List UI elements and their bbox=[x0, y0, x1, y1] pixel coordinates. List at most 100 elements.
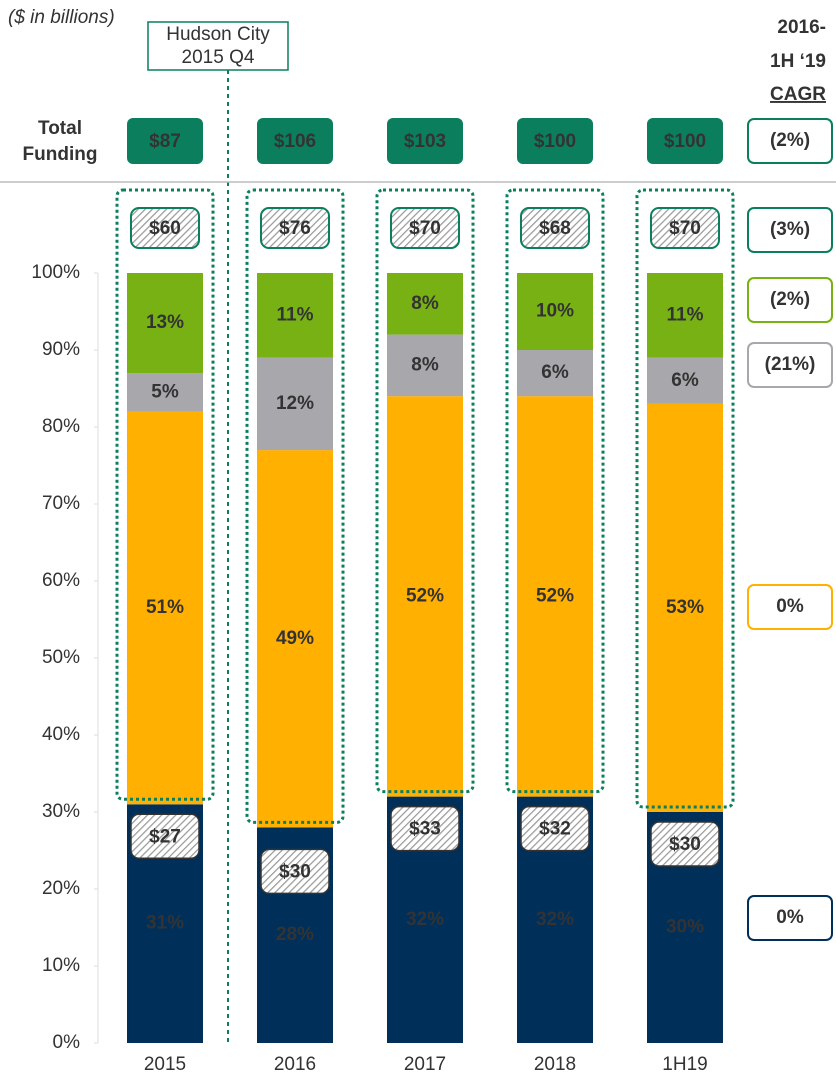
value-label: 6% bbox=[671, 370, 699, 391]
cagr-label: (2%) bbox=[770, 130, 810, 151]
value-label: 8% bbox=[411, 293, 439, 314]
value-label: 5% bbox=[151, 381, 179, 402]
row-label: Total bbox=[38, 118, 82, 139]
bar-segment bbox=[127, 373, 203, 412]
bar-segment bbox=[127, 273, 203, 374]
cagr-title: 2016- bbox=[777, 17, 826, 38]
y-tick-label: 70% bbox=[42, 493, 80, 514]
cagr-box bbox=[747, 207, 833, 253]
amount-box bbox=[390, 805, 460, 852]
bar-segment bbox=[647, 357, 723, 404]
annotation-box bbox=[147, 21, 289, 71]
bar-segment bbox=[257, 357, 333, 451]
cagr-title: 1H ‘19 bbox=[770, 51, 826, 72]
y-tick-label: 10% bbox=[42, 955, 80, 976]
amount-box bbox=[260, 848, 330, 895]
funding-box bbox=[647, 118, 723, 164]
cagr-label: (3%) bbox=[770, 219, 810, 240]
funding-box bbox=[517, 118, 593, 164]
cagr-label: 0% bbox=[776, 596, 804, 617]
cagr-title: CAGR bbox=[770, 84, 826, 105]
bar-segment bbox=[647, 273, 723, 358]
funding-box bbox=[387, 118, 463, 164]
amount-label: $70 bbox=[409, 218, 441, 239]
annotation: Hudson City bbox=[166, 24, 270, 45]
amount-label: $30 bbox=[669, 834, 701, 855]
bar-segment bbox=[127, 411, 203, 805]
group-outline bbox=[245, 188, 345, 824]
amount-label: $68 bbox=[539, 218, 571, 239]
bar-segment bbox=[517, 396, 593, 797]
value-label: 28% bbox=[276, 924, 314, 945]
bar-segment bbox=[517, 273, 593, 350]
group-outline bbox=[375, 188, 475, 794]
annotation: 2015 Q4 bbox=[182, 47, 255, 68]
value-label: 8% bbox=[411, 354, 439, 375]
value-label: 51% bbox=[146, 597, 184, 618]
funding-box bbox=[127, 118, 203, 164]
amount-label: $30 bbox=[279, 861, 311, 882]
x-tick-label: 2016 bbox=[274, 1054, 316, 1075]
y-tick-label: 90% bbox=[42, 339, 80, 360]
y-tick-label: 50% bbox=[42, 647, 80, 668]
bar-segment bbox=[517, 350, 593, 397]
value-label: 30% bbox=[666, 917, 704, 938]
amount-label: $33 bbox=[409, 819, 441, 840]
amount-box bbox=[520, 805, 590, 852]
cagr-box bbox=[747, 118, 833, 164]
value-label: 11% bbox=[277, 304, 314, 325]
bar-segment bbox=[647, 403, 723, 812]
x-tick-label: 2015 bbox=[144, 1054, 186, 1075]
cagr-box bbox=[747, 584, 833, 630]
cagr-box bbox=[747, 895, 833, 941]
funding-box bbox=[257, 118, 333, 164]
amount-label: $70 bbox=[669, 218, 701, 239]
amount-box bbox=[520, 207, 590, 249]
x-tick-label: 1H19 bbox=[662, 1054, 707, 1075]
value-label: 12% bbox=[276, 393, 314, 414]
group-outline bbox=[635, 188, 735, 809]
y-tick-label: 40% bbox=[42, 724, 80, 745]
funding-label: $103 bbox=[404, 131, 446, 152]
value-label: 32% bbox=[406, 909, 444, 930]
cagr-box bbox=[747, 342, 833, 388]
value-label: 6% bbox=[541, 362, 569, 383]
value-label: 32% bbox=[536, 909, 574, 930]
value-label: 52% bbox=[536, 585, 574, 606]
group-outline bbox=[505, 188, 605, 794]
amount-label: $76 bbox=[279, 218, 311, 239]
value-label: 10% bbox=[536, 301, 574, 322]
bar-segment bbox=[387, 334, 463, 397]
amount-label: $27 bbox=[149, 826, 181, 847]
value-label: 11% bbox=[667, 304, 704, 325]
cagr-label: (21%) bbox=[765, 354, 816, 375]
y-tick-label: 60% bbox=[42, 570, 80, 591]
amount-box bbox=[390, 207, 460, 249]
x-tick-label: 2017 bbox=[404, 1054, 446, 1075]
value-label: 13% bbox=[146, 312, 184, 333]
amount-box bbox=[130, 207, 200, 249]
bar-segment bbox=[387, 273, 463, 335]
cagr-label: (2%) bbox=[770, 289, 810, 310]
funding-label: $106 bbox=[274, 131, 316, 152]
funding-label: $87 bbox=[149, 131, 181, 152]
row-label: Funding bbox=[23, 144, 98, 165]
funding-label: $100 bbox=[664, 131, 706, 152]
y-tick-label: 0% bbox=[53, 1032, 81, 1053]
bar-segment bbox=[387, 396, 463, 797]
amount-label: $60 bbox=[149, 218, 181, 239]
subtitle: ($ in billions) bbox=[8, 7, 115, 28]
value-label: 52% bbox=[406, 585, 444, 606]
amount-box bbox=[260, 207, 330, 249]
y-tick-label: 20% bbox=[42, 878, 80, 899]
amount-box bbox=[650, 821, 720, 867]
amount-box bbox=[650, 207, 720, 249]
cagr-box bbox=[747, 277, 833, 323]
y-tick-label: 80% bbox=[42, 416, 80, 437]
group-outline bbox=[115, 188, 215, 801]
bar-segment bbox=[257, 450, 333, 828]
x-tick-label: 2018 bbox=[534, 1054, 576, 1075]
cagr-label: 0% bbox=[776, 907, 804, 928]
amount-box bbox=[130, 813, 200, 860]
